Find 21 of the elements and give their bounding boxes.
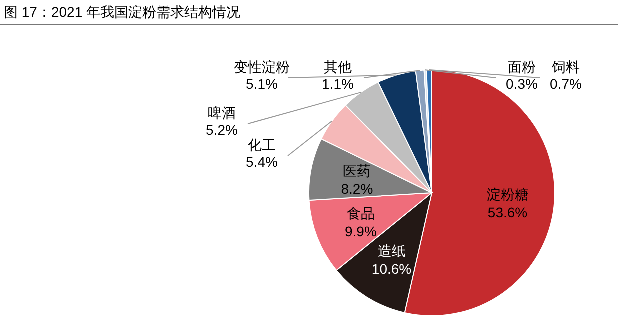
slice-label: 变性淀粉 (234, 59, 290, 75)
data-label: 0.3% (506, 76, 538, 92)
slice-label: 啤酒 (208, 105, 236, 121)
data-label: 8.2% (341, 181, 374, 198)
slice-label: 食品 (346, 206, 375, 222)
data-label: 10.6% (372, 260, 412, 277)
slice-label: 淀粉糖 (486, 186, 529, 202)
data-label: 5.2% (206, 122, 238, 138)
data-label: 0.7% (550, 76, 582, 92)
slice-label: 其他 (324, 59, 352, 75)
chart-title: 图 17：2021 年我国淀粉需求结构情况 (4, 4, 240, 20)
slice-label: 化工 (248, 137, 276, 153)
data-label: 5.4% (246, 154, 278, 170)
data-label: 5.1% (246, 76, 278, 92)
data-label: 53.6% (488, 204, 528, 220)
slice-label: 饲料 (551, 59, 580, 75)
data-label: 9.9% (344, 224, 377, 240)
slice-label: 医药 (343, 163, 372, 180)
slice-label: 面粉 (508, 59, 536, 75)
slice-label: 造纸 (378, 242, 406, 259)
data-label: 1.1% (322, 76, 354, 92)
